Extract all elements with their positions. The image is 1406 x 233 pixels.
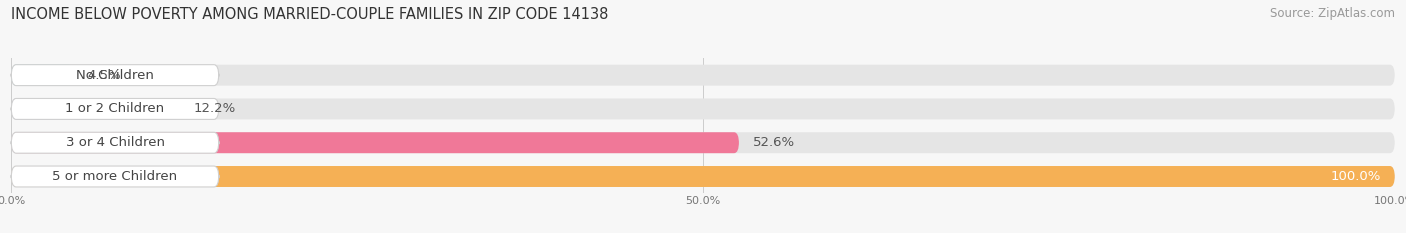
FancyBboxPatch shape <box>11 99 180 119</box>
FancyBboxPatch shape <box>11 65 219 86</box>
Text: 12.2%: 12.2% <box>194 103 236 115</box>
FancyBboxPatch shape <box>11 65 73 86</box>
FancyBboxPatch shape <box>11 65 1395 86</box>
FancyBboxPatch shape <box>11 132 740 153</box>
FancyBboxPatch shape <box>11 166 219 187</box>
Text: No Children: No Children <box>76 69 153 82</box>
Text: 3 or 4 Children: 3 or 4 Children <box>66 136 165 149</box>
FancyBboxPatch shape <box>11 166 1395 187</box>
Text: Source: ZipAtlas.com: Source: ZipAtlas.com <box>1270 7 1395 20</box>
Text: 1 or 2 Children: 1 or 2 Children <box>66 103 165 115</box>
Text: 52.6%: 52.6% <box>752 136 794 149</box>
FancyBboxPatch shape <box>11 99 1395 119</box>
Text: 100.0%: 100.0% <box>1330 170 1381 183</box>
FancyBboxPatch shape <box>11 99 219 119</box>
Text: 5 or more Children: 5 or more Children <box>52 170 177 183</box>
FancyBboxPatch shape <box>11 132 1395 153</box>
FancyBboxPatch shape <box>11 166 1395 187</box>
FancyBboxPatch shape <box>11 132 219 153</box>
Text: 4.5%: 4.5% <box>87 69 121 82</box>
Text: INCOME BELOW POVERTY AMONG MARRIED-COUPLE FAMILIES IN ZIP CODE 14138: INCOME BELOW POVERTY AMONG MARRIED-COUPL… <box>11 7 609 22</box>
